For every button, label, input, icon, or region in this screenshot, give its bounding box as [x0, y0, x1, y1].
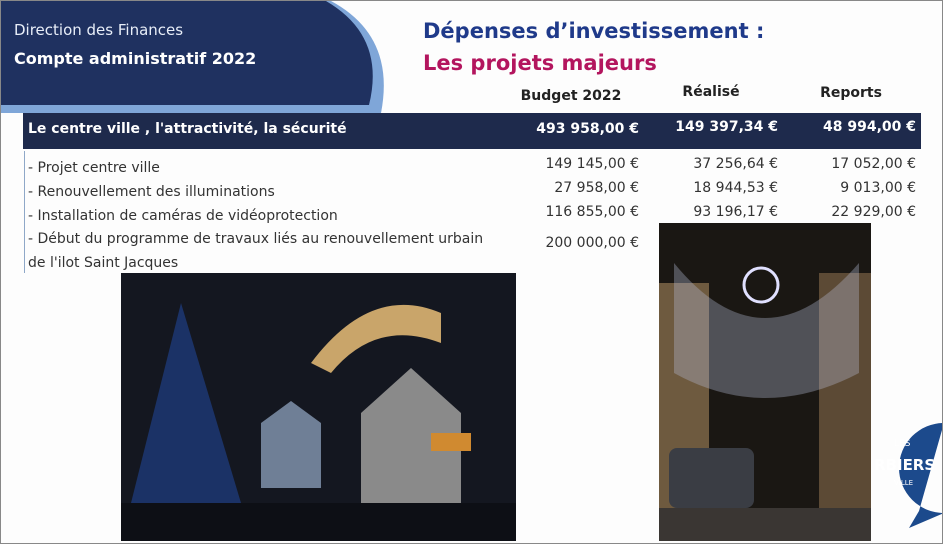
summary-band	[23, 113, 921, 149]
row-value: 93 196,17 €	[693, 204, 778, 220]
slide-title: Dépenses d’investissement :	[423, 19, 765, 43]
logo-text: RBIERS	[874, 456, 936, 474]
header-title: Compte administratif 2022	[14, 49, 257, 68]
logo-text: LES	[894, 439, 911, 449]
row-label: - Projet centre ville	[28, 160, 160, 176]
summary-value: 48 994,00 €	[823, 119, 916, 135]
logo-text: VILLE	[894, 479, 914, 487]
summary-label: Le centre ville , l'attractivité, la séc…	[28, 121, 347, 137]
row-value: 9 013,00 €	[840, 180, 916, 196]
row-value: 18 944,53 €	[693, 180, 778, 196]
row-label: - Renouvellement des illuminations	[28, 184, 275, 200]
header-subtitle: Direction des Finances	[14, 21, 184, 39]
row-value: 27 958,00 €	[554, 180, 639, 196]
row-label: - Début du programme de travaux liés au …	[28, 231, 484, 271]
photo-illuminations	[121, 273, 516, 541]
column-header: Reports	[820, 85, 882, 101]
slide-subtitle: Les projets majeurs	[423, 51, 657, 75]
summary-value: 493 958,00 €	[536, 121, 639, 137]
row-value: 149 145,00 €	[545, 156, 639, 172]
column-header: Réalisé	[682, 84, 740, 100]
column-header: Budget 2022	[520, 88, 622, 104]
summary-value: 149 397,34 €	[675, 119, 778, 135]
logo	[899, 423, 942, 528]
row-value: 200 000,00 €	[545, 235, 639, 251]
row-value: 22 929,00 €	[831, 204, 916, 220]
row-value: 17 052,00 €	[831, 156, 916, 172]
row-value: 37 256,64 €	[693, 156, 778, 172]
header-shape	[1, 1, 384, 113]
photo-street	[659, 223, 871, 541]
row-rule	[24, 151, 25, 273]
row-value: 116 855,00 €	[545, 204, 639, 220]
row-label: - Installation de caméras de vidéoprotec…	[28, 208, 338, 224]
